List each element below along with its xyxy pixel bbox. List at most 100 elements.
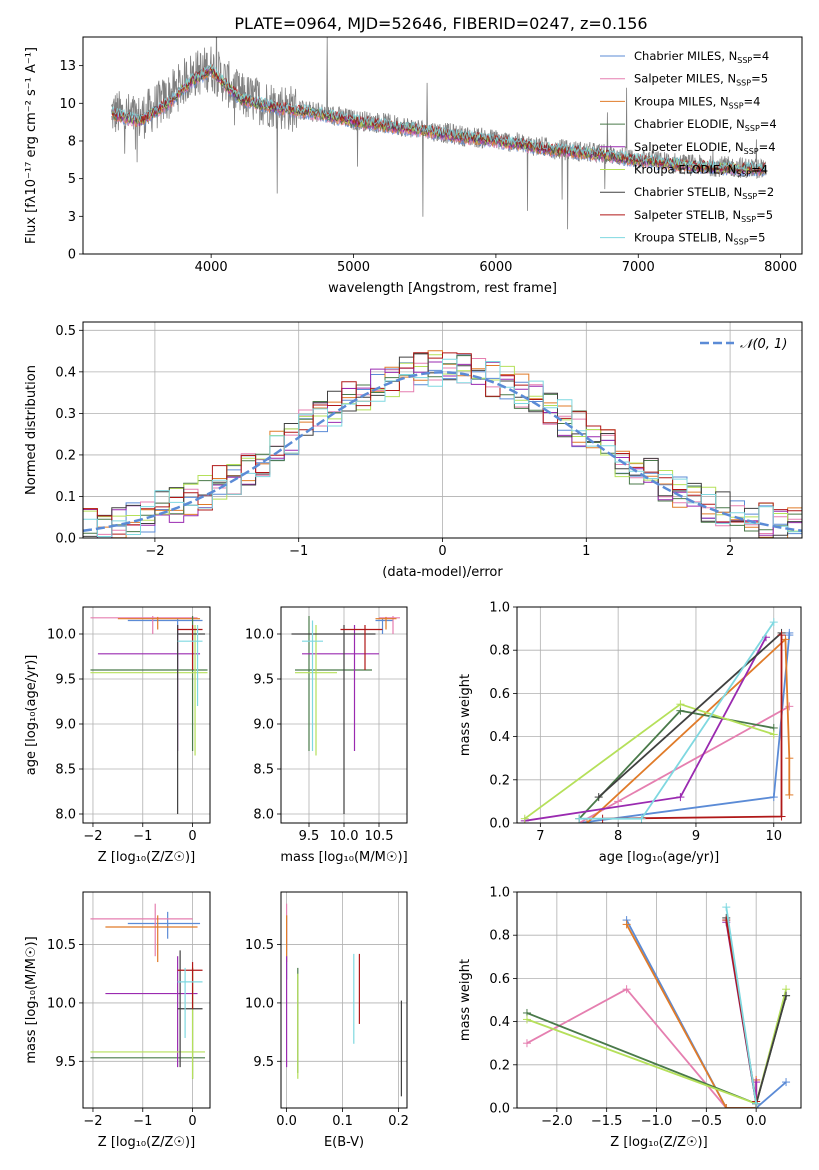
x-axis-label: (data-model)/error <box>382 565 503 580</box>
weight-marker-chabrier_miles <box>785 628 794 637</box>
panel-mass_vs_Z: −2 −1 0 9.5 10.0 10.5 Z [log₁₀(Z/Z☉)] mass [log… <box>24 891 211 1150</box>
histogram-salpeter_stelib <box>83 352 802 535</box>
weight-marker-salpeter_miles <box>622 985 631 994</box>
x-axis-label: wavelength [Angstrom, rest frame] <box>328 281 557 296</box>
weight-marker-kroupa_stelib <box>637 814 646 823</box>
y-tick-label: 1.0 <box>489 886 510 901</box>
y-tick-label: 0.6 <box>489 687 510 702</box>
panel-residuals: −2 −1 0 1 2 0.0 0.1 0.2 0.3 0.4 0.5 (data-model)/er… <box>24 321 803 580</box>
x-tick-label: −1.5 <box>591 1114 623 1129</box>
y-tick-label: 13 <box>59 59 76 74</box>
weight-marker-chabrier_miles <box>769 793 778 802</box>
panel-weight_vs_Z: −2.0 −1.5 −1.0 −0.5 0.0 0.0 0.2 0.4 0.6 0.8 1.0 Z [… <box>458 886 802 1150</box>
weight-marker-kroupa_miles <box>583 819 592 823</box>
y-tick-label: 0.6 <box>489 972 510 987</box>
x-tick-label: 0 <box>438 544 446 559</box>
weight-marker-kroupa_elodie <box>522 1015 531 1024</box>
y-axis-label: mass weight <box>458 674 473 756</box>
y-tick-label: 8.5 <box>55 763 76 778</box>
x-tick-label: 0.2 <box>388 1114 409 1129</box>
plot-area <box>291 616 400 814</box>
y-tick-label: 0.3 <box>55 407 76 422</box>
axes-frame <box>280 606 408 824</box>
x-axis-label: Z [log₁₀(Z/Z☉)] <box>98 1135 195 1150</box>
weight-marker-kroupa_elodie <box>520 814 529 823</box>
y-tick-label: 0.2 <box>55 448 76 463</box>
y-tick-label: 9.5 <box>253 673 274 688</box>
weight-line-kroupa_miles <box>586 637 791 823</box>
panel-weight_vs_age: 7 8 9 10 0.0 0.2 0.4 0.6 0.8 1.0 age [log₁₀(age/yr… <box>458 601 802 865</box>
weight-marker-kroupa_stelib <box>752 1099 761 1108</box>
y-tick-label: 9.0 <box>55 718 76 733</box>
x-tick-label: 2 <box>726 544 734 559</box>
weight-line-chabrier_miles <box>579 632 791 823</box>
legend-label-salpeter_miles: Salpeter MILES, NSSP=5 <box>634 72 768 88</box>
histogram-kroupa_stelib <box>83 358 802 537</box>
weight-marker-chabrier_stelib <box>782 991 791 1000</box>
x-tick-label: 0 <box>188 1114 196 1129</box>
x-tick-label: 0.1 <box>332 1114 353 1129</box>
x-tick-label: 8 <box>614 829 622 844</box>
x-tick-label: −2.0 <box>541 1114 573 1129</box>
weight-marker-kroupa_elodie <box>676 700 685 709</box>
y-axis-label: mass [log₁₀(M/M☉)] <box>24 936 39 1063</box>
plot-area <box>286 903 402 1097</box>
legend-label-chabrier_miles: Chabrier MILES, NSSP=4 <box>634 49 769 65</box>
panel-spectrum: 4000 5000 6000 7000 8000 0 3 5 8 10 13 wavelength [… <box>24 36 803 296</box>
axes-frame <box>280 891 408 1109</box>
x-tick-label: 10.5 <box>365 829 394 844</box>
x-tick-label: −1 <box>133 1114 152 1129</box>
weight-marker-salpeter_miles <box>614 797 623 806</box>
y-tick-label: 10.0 <box>245 628 274 643</box>
y-tick-label: 0.1 <box>55 490 76 505</box>
y-tick-label: 5 <box>68 172 76 187</box>
y-tick-label: 0 <box>68 248 76 263</box>
weight-marker-kroupa_elodie <box>769 730 778 739</box>
x-axis-label: Z [log₁₀(Z/Z☉)] <box>98 850 195 865</box>
x-tick-label: −2 <box>145 544 164 559</box>
legend-label-gaussian: 𝒩(0, 1) <box>740 337 787 352</box>
y-tick-label: 8.0 <box>253 808 274 823</box>
x-axis-label: mass [log₁₀(M/M☉)] <box>280 850 407 865</box>
plot-area <box>111 37 767 230</box>
weight-marker-salpeter_stelib <box>777 812 786 821</box>
weight-marker-kroupa_miles <box>785 790 794 799</box>
y-axis-label: mass weight <box>458 959 473 1041</box>
x-tick-label: 6000 <box>479 260 512 275</box>
plot-area <box>522 903 791 1108</box>
weight-marker-salpeter_miles <box>522 1039 531 1048</box>
plot-area <box>90 616 208 814</box>
weight-marker-salpeter_miles <box>785 702 794 711</box>
y-tick-label: 8.0 <box>55 808 76 823</box>
y-tick-label: 9.5 <box>253 1055 274 1070</box>
y-axis-label: age [log₁₀(age/yr)] <box>24 655 39 776</box>
y-axis-label: Flux [fλ10⁻¹⁷ erg cm⁻² s⁻¹ A⁻¹] <box>24 47 39 244</box>
weight-marker-kroupa_stelib <box>769 618 778 627</box>
x-tick-label: 10 <box>765 829 782 844</box>
x-tick-label: −1.0 <box>641 1114 673 1129</box>
x-tick-label: 7 <box>536 829 544 844</box>
x-tick-label: 0.0 <box>276 1114 297 1129</box>
y-tick-label: 8 <box>68 134 76 149</box>
x-tick-label: 0.0 <box>746 1114 767 1129</box>
x-tick-label: −2 <box>83 829 102 844</box>
y-tick-label: 0.8 <box>489 644 510 659</box>
x-axis-label: E(B-V) <box>324 1135 364 1150</box>
weight-marker-kroupa_miles <box>785 754 794 763</box>
y-tick-label: 8.5 <box>253 763 274 778</box>
weight-line-salpeter_miles <box>578 705 790 823</box>
weight-marker-chabrier_miles <box>782 1078 791 1087</box>
panel-mass_vs_ebv: 0.0 0.1 0.2 9.5 10.0 10.5 E(B-V) <box>245 891 409 1150</box>
spectrum-legend: Chabrier MILES, NSSP=4 Salpeter MILES, NS… <box>600 49 777 247</box>
axes-frame <box>82 891 211 1109</box>
axes-frame <box>82 321 803 539</box>
gaussian-curve <box>83 371 802 532</box>
y-tick-label: 10.5 <box>47 938 76 953</box>
weight-marker-chabrier_stelib <box>594 793 603 802</box>
y-tick-label: 0.8 <box>489 929 510 944</box>
x-tick-label: 8000 <box>764 260 797 275</box>
y-tick-label: 0.0 <box>489 817 510 832</box>
x-tick-label: −1 <box>133 829 152 844</box>
y-axis-label: Normed distribution <box>24 365 39 495</box>
